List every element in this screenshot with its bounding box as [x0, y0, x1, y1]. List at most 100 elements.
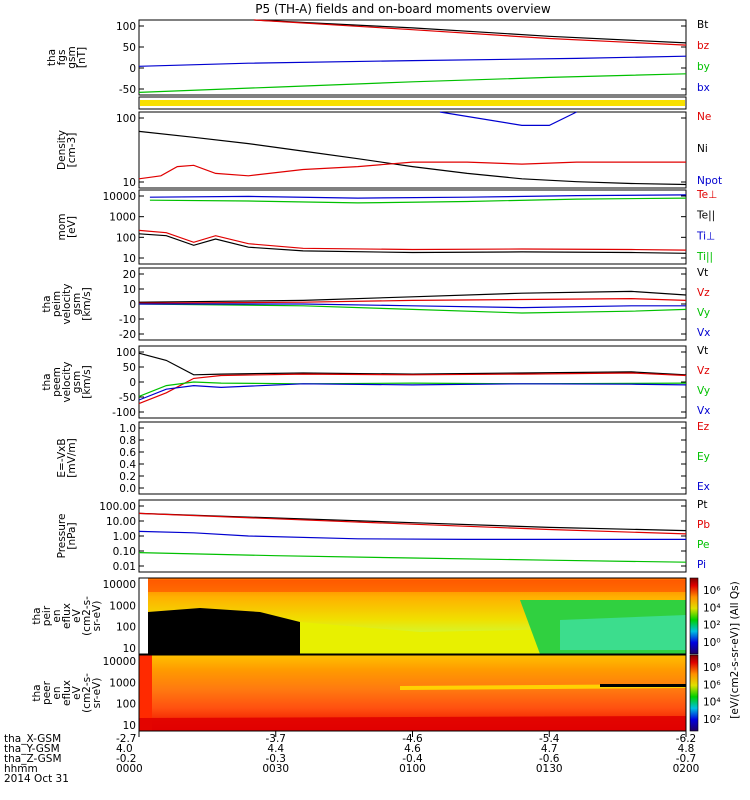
peer-ylabel: eflux — [61, 680, 73, 706]
peim_vel-ylabel: velocity — [61, 283, 73, 324]
fgs-legend-bx: bx — [697, 82, 710, 94]
peim_vel-series-Vt — [138, 290, 687, 303]
peim_vel-ytick-label: -20 — [119, 329, 136, 341]
efield-ytick-label: 0.0 — [119, 483, 136, 495]
peem_vel-legend-Vt: Vt — [697, 345, 708, 357]
temp-ylabel: [eV] — [66, 216, 78, 238]
footer-value: 0030 — [262, 763, 289, 775]
density-series-Ne — [138, 161, 686, 180]
pressure-legend-Pb: Pb — [697, 519, 710, 531]
fgs-series-bz — [253, 19, 687, 46]
density-ytick-label: 100 — [116, 113, 136, 125]
peer-colorbar — [689, 654, 699, 732]
fgs-ytick-label: -50 — [119, 84, 136, 96]
peir-ylabel: eflux — [61, 603, 73, 629]
fgs-ylabel: fgs — [56, 50, 68, 66]
peer-ylabel: sr-eV) — [91, 678, 103, 709]
peir-spectrogram-image — [138, 577, 687, 655]
density-ytick-label: 10 — [123, 177, 136, 189]
peir-ytick-label: 10 — [123, 643, 136, 655]
footer-row-label: tha_X-GSM — [4, 733, 61, 745]
footer-value: -0.2 — [116, 753, 137, 765]
footer-value: 0000 — [116, 763, 143, 775]
fgs-frame — [138, 19, 687, 96]
pressure-ylabel: Pressure — [56, 514, 68, 559]
density-series-Npot — [439, 111, 577, 127]
efield-panel: 1.00.80.60.40.20.0 E=-VxB[mV/m] Ez Ey Ex — [56, 421, 710, 495]
temp-legend-Ti⊥: Ti⊥ — [696, 230, 715, 242]
temp-ytick-label: 10 — [123, 253, 136, 265]
temp-panel: 10000 1000 100 10 mom[eV] Te⊥ Te|| Ti⊥ Ti|| — [56, 189, 717, 265]
peir-colorbar-tick: 10⁴ — [703, 602, 721, 614]
density-legend-Npot: Npot — [697, 175, 722, 187]
peim_vel-ytick-label: -10 — [119, 314, 136, 326]
peem_vel-legend-Vz: Vz — [697, 365, 710, 377]
temp-ylabel: mom — [56, 214, 68, 241]
peer-colorbar-tick: 10⁶ — [703, 679, 721, 691]
fgs-series-bx — [138, 55, 687, 67]
footer-row-label: tha_Z-GSM — [4, 753, 62, 765]
fgs-series-Bt — [253, 19, 687, 44]
peem_vel-ytick-label: -50 — [119, 392, 136, 404]
status-strip — [138, 96, 687, 110]
temp-series-Te⊥ — [138, 229, 687, 251]
peir-colorbar-tick: 10⁰ — [703, 637, 721, 649]
peir-panel: 10000 1000 100 10 thapeirenefluxeV(cm2-s-sr-… — [31, 579, 686, 655]
pressure-ytick-label: 1.00 — [113, 531, 136, 543]
footer-row-label: 2014 Oct 31 — [4, 773, 69, 785]
efield-ytick-label: 0.6 — [119, 447, 136, 459]
footer-row-label: tha_Y-GSM — [4, 743, 60, 755]
peer-ylabel: en — [51, 686, 63, 699]
temp-ytick-label: 1000 — [109, 212, 136, 224]
peim_vel-ylabel: tha — [41, 295, 53, 312]
footer-row-label: hhmm — [4, 763, 38, 775]
peem_vel-ylabel: gsm — [71, 371, 83, 393]
peem_vel-ytick-label: 50 — [123, 362, 136, 374]
peim_vel-ytick-label: 0 — [129, 299, 136, 311]
colorbar-label: [eV/(cm2-s-sr-eV)] (All Qs) — [729, 581, 741, 718]
footer-value: 4.0 — [116, 743, 133, 755]
temp-series-Ti|| — [149, 197, 687, 204]
footer-value: -0.6 — [539, 753, 560, 765]
efield-ylabel: E=-VxB — [56, 438, 68, 477]
density-legend-Ni: Ni — [697, 143, 708, 155]
footer-value: -6.2 — [676, 733, 697, 745]
peim_vel-ytick-label: 20 — [123, 269, 136, 281]
footer-value: 4.7 — [541, 743, 558, 755]
footer-value: -5.4 — [539, 733, 560, 745]
peer-ylabel: (cm2-s- — [81, 673, 93, 713]
peim_vel-series-Vx — [139, 303, 686, 309]
pressure-series-Pb — [138, 512, 687, 535]
fgs-legend-by: by — [697, 61, 710, 73]
peir-ylabel: (cm2-s- — [81, 596, 93, 636]
peer-ytick-label: 1000 — [109, 677, 136, 689]
peem_vel-legend-Vx: Vx — [697, 405, 710, 417]
peem_vel-legend-Vy: Vy — [697, 385, 710, 397]
peem_vel-ylabel: [km/s] — [81, 365, 93, 399]
temp-series-Te|| — [138, 233, 687, 254]
peim_vel-series-Vz — [138, 297, 687, 304]
peir-ylabel: peir — [41, 605, 53, 626]
peem_vel-ylabel: velocity — [61, 361, 73, 402]
peir-ytick-label: 100 — [116, 622, 136, 634]
peem_vel-ytick-label: 0 — [129, 377, 136, 389]
peem_vel-series-Vz — [138, 372, 687, 405]
peir-ylabel: tha — [31, 607, 43, 624]
pressure-series-Pe — [138, 552, 687, 563]
peer-colorbar-tick: 10² — [703, 714, 721, 726]
temp-ytick-label: 10000 — [103, 191, 136, 203]
pressure-series-Pi — [138, 530, 686, 541]
efield-legend-Ex: Ex — [697, 481, 710, 493]
peer-ytick-label: 10000 — [103, 656, 136, 668]
figure-title: P5 (TH-A) fields and on-board moments ov… — [255, 2, 551, 16]
peir-colorbar-tick: 10⁶ — [703, 585, 721, 597]
efield-ytick-label: 1.0 — [119, 423, 136, 435]
fgs-series-by — [138, 73, 687, 93]
time-axis — [138, 731, 687, 737]
peim_vel-series-Vy — [138, 303, 687, 314]
footer-value: -0.3 — [266, 753, 287, 765]
footer-value: 0100 — [399, 763, 426, 775]
efield-frame — [138, 421, 687, 495]
